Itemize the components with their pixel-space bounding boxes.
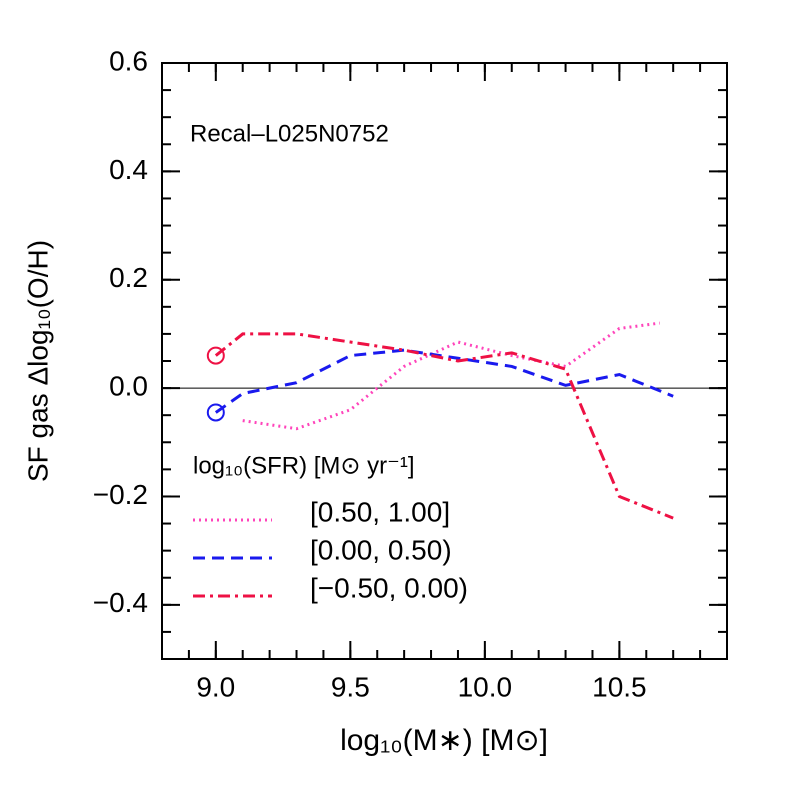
- y-tick-label: 0.0: [109, 370, 148, 401]
- start-marker: [206, 403, 225, 422]
- start-marker: [206, 346, 225, 365]
- y-tick-label: −0.4: [93, 587, 148, 618]
- legend-label: [0.00, 0.50): [310, 534, 452, 565]
- y-tick-label: 0.6: [109, 45, 148, 76]
- y-tick-label: 0.4: [109, 154, 148, 185]
- legend-title: log₁₀(SFR) [M⊙ yr⁻¹]: [193, 452, 415, 479]
- plot-frame: [161, 62, 728, 660]
- x-axis-label: log₁₀(M∗) [M⊙]: [340, 724, 548, 757]
- x-tick-label: 9.5: [331, 671, 370, 702]
- legend-label: [−0.50, 0.00): [310, 572, 468, 603]
- y-tick-label: 0.2: [109, 262, 148, 293]
- series-line: [214, 348, 674, 414]
- x-tick-label: 9.0: [196, 671, 235, 702]
- x-tick-label: 10.5: [592, 671, 647, 702]
- y-tick-label: −0.2: [93, 479, 148, 510]
- series-line: [214, 332, 674, 520]
- x-tick-label: 10.0: [458, 671, 513, 702]
- annotation: Recal–L025N0752: [190, 120, 389, 147]
- legend-label: [0.50, 1.00]: [310, 496, 450, 527]
- y-axis-label: SF gas Δlog₁₀(O/H): [22, 240, 53, 482]
- series-line: [242, 321, 660, 431]
